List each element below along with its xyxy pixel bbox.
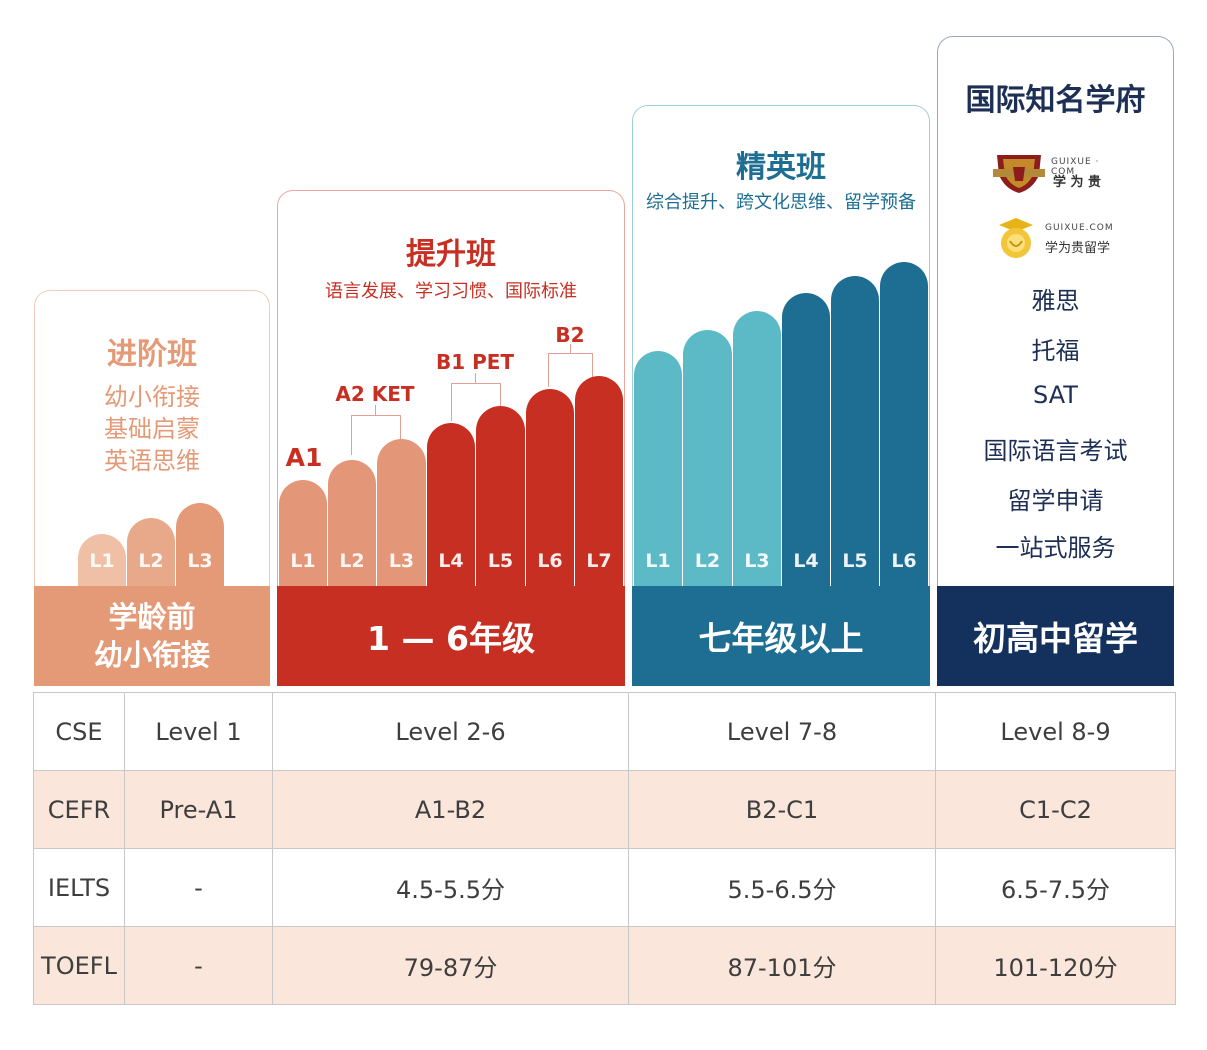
stage-band-primary: 1 — 6年级 (277, 586, 625, 686)
lion-head-icon (999, 218, 1033, 258)
column-subtitle-line: 英语思维 (104, 447, 200, 475)
level-bar-l6: L6 (526, 389, 574, 590)
brand-logo-bottom-text: 学 为 贵 (1053, 175, 1102, 190)
brand-logo-guixue: GUIXUE · COM 学 为 贵 (993, 149, 1123, 197)
cefr-mark-a1: A1 (285, 443, 323, 472)
brand-logo-top-text: GUIXUE · COM (1051, 157, 1100, 177)
level-bracket (548, 353, 593, 387)
cefr-mark-b1-pet: B1 PET (435, 350, 515, 374)
level-bar-l6: L6 (880, 262, 928, 590)
level-bar-label: L4 (793, 550, 819, 572)
cefr-mark-b2: B2 (555, 323, 585, 347)
service-item: 一站式服务 (995, 534, 1116, 562)
level-bracket-stem (475, 373, 476, 383)
shield-crest-icon (993, 155, 1045, 193)
brand-logo-bottom-text: 学为贵留学 (1045, 241, 1111, 256)
level-bracket (451, 383, 501, 421)
level-bar-l3: L3 (377, 439, 426, 590)
table-row: IELTS - 4.5-5.5分 5.5-6.5分 6.5-7.5分 (33, 848, 1176, 927)
column-subtitle-line: 幼小衔接 (104, 383, 200, 411)
table-cell: Level 1 (124, 692, 273, 771)
level-bar-l1: L1 (279, 480, 327, 590)
brand-logo-guixue-study-abroad: GUIXUE.COM 学为贵留学 (993, 215, 1143, 263)
table-cell: IELTS (33, 848, 125, 927)
level-bar-label: L1 (290, 550, 316, 572)
level-bar-label: L2 (339, 550, 365, 572)
level-bar-label: L4 (438, 550, 464, 572)
service-item: SAT (1033, 381, 1078, 409)
stage-band-preschool: 学龄前 幼小衔接 (34, 586, 270, 686)
table-cell: CEFR (33, 770, 125, 849)
table-cell: - (124, 848, 273, 927)
column-subtitle: 综合提升、跨文化思维、留学预备 (646, 192, 916, 213)
service-item: 国际语言考试 (983, 437, 1128, 465)
level-bar-l5: L5 (476, 406, 525, 590)
stage-band-study-abroad: 初高中留学 (937, 586, 1174, 686)
level-bar-l3: L3 (176, 503, 224, 590)
cefr-mark-a2-ket: A2 KET (335, 382, 415, 406)
table-cell: CSE (33, 692, 125, 771)
brand-logo-top-text: GUIXUE.COM (1045, 223, 1114, 233)
level-bar-label: L7 (586, 550, 612, 572)
table-row: CEFR Pre-A1 A1-B2 B2-C1 C1-C2 (33, 770, 1176, 849)
level-bar-label: L6 (891, 550, 917, 572)
table-cell: A1-B2 (272, 770, 629, 849)
level-bracket-stem (375, 405, 376, 415)
level-bracket (351, 415, 401, 455)
table-cell: Pre-A1 (124, 770, 273, 849)
level-bar-l1: L1 (78, 534, 126, 590)
table-cell: 6.5-7.5分 (935, 848, 1176, 927)
level-bar-label: L1 (645, 550, 671, 572)
level-bar-label: L6 (537, 550, 563, 572)
level-bar-l7: L7 (575, 376, 623, 590)
table-cell: Level 7-8 (628, 692, 936, 771)
level-bar-l3: L3 (733, 311, 781, 590)
table-cell: 5.5-6.5分 (628, 848, 936, 927)
column-title: 提升班 (406, 237, 496, 272)
table-cell: 4.5-5.5分 (272, 848, 629, 927)
table-row: TOEFL - 79-87分 87-101分 101-120分 (33, 926, 1176, 1005)
service-item: 雅思 (1031, 287, 1080, 315)
table-cell: 87-101分 (628, 926, 936, 1005)
service-item: 托福 (1031, 337, 1080, 365)
level-bar-label: L1 (89, 550, 115, 572)
level-comparison-table: CSE Level 1 Level 2-6 Level 7-8 Level 8-… (33, 692, 1176, 1005)
level-bar-label: L5 (842, 550, 868, 572)
column-title: 国际知名学府 (965, 83, 1146, 118)
stage-band-secondary: 七年级以上 (632, 586, 930, 686)
table-cell: 101-120分 (935, 926, 1176, 1005)
column-subtitle: 语言发展、学习习惯、国际标准 (325, 281, 577, 302)
level-bar-label: L3 (744, 550, 770, 572)
stage-band-line: 学龄前 (108, 600, 196, 634)
level-bar-l5: L5 (831, 276, 879, 590)
table-cell: Level 8-9 (935, 692, 1176, 771)
service-item: 留学申请 (1007, 487, 1104, 515)
level-bar-l1: L1 (634, 351, 682, 590)
level-bar-l2: L2 (328, 460, 376, 590)
column-card-international: 国际知名学府 GUIXUE · COM 学 为 贵 GUIXUE.COM 学为贵… (937, 36, 1174, 590)
level-bar-label: L3 (388, 550, 415, 572)
level-bar-l2: L2 (127, 518, 175, 590)
table-cell: Level 2-6 (272, 692, 629, 771)
column-title: 精英班 (736, 150, 826, 185)
level-bar-l4: L4 (782, 293, 830, 590)
table-cell: - (124, 926, 273, 1005)
table-cell: B2-C1 (628, 770, 936, 849)
table-cell: 79-87分 (272, 926, 629, 1005)
level-bar-label: L5 (487, 550, 514, 572)
level-bracket-stem (570, 344, 571, 353)
level-bar-l4: L4 (427, 423, 475, 590)
column-title: 进阶班 (107, 337, 197, 372)
level-bar-l2: L2 (683, 330, 732, 590)
level-bar-label: L3 (187, 550, 213, 572)
table-row: CSE Level 1 Level 2-6 Level 7-8 Level 8-… (33, 692, 1176, 771)
table-cell: TOEFL (33, 926, 125, 1005)
level-bar-label: L2 (138, 550, 164, 572)
table-cell: C1-C2 (935, 770, 1176, 849)
column-subtitle-line: 基础启蒙 (104, 415, 200, 443)
stage-band-line: 幼小衔接 (93, 638, 210, 672)
level-bar-label: L2 (694, 550, 721, 572)
